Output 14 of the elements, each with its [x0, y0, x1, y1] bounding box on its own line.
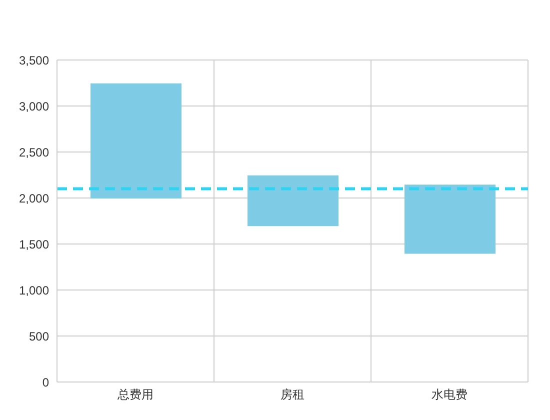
bar [90, 83, 182, 198]
x-tick-label: 房租 [280, 388, 304, 402]
y-tick-label: 2,000 [18, 191, 50, 206]
y-tick-label: 1,500 [18, 237, 50, 252]
x-tick-label: 总费用 [116, 388, 154, 402]
y-tick-label: 1,000 [18, 283, 50, 298]
y-tick-label: 3,000 [18, 99, 50, 114]
bar [248, 175, 338, 226]
y-tick-label: 3,500 [18, 53, 50, 68]
x-tick-label: 水电费 [432, 388, 468, 402]
y-tick-label: 2,500 [18, 145, 50, 160]
bar [404, 184, 496, 254]
y-tick-label: 500 [28, 329, 50, 344]
y-tick-label: 0 [42, 375, 50, 390]
